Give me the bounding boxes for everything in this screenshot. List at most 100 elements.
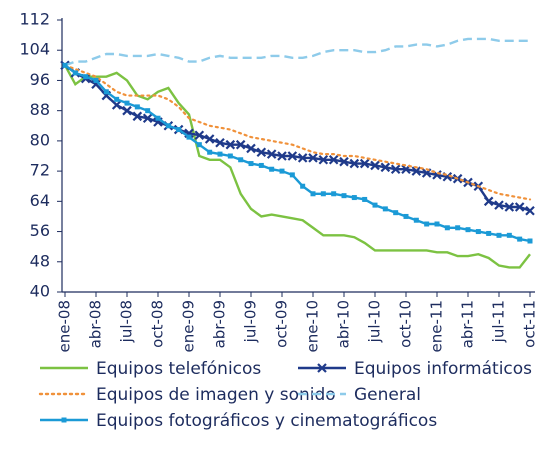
marker bbox=[362, 196, 368, 202]
marker bbox=[483, 196, 494, 207]
marker bbox=[277, 151, 287, 161]
marker bbox=[370, 160, 380, 171]
marker bbox=[506, 232, 512, 238]
x-tick-label: oct-08 bbox=[149, 300, 167, 348]
marker bbox=[62, 62, 68, 68]
marker bbox=[413, 217, 419, 223]
x-tick-label: oct-10 bbox=[397, 300, 415, 348]
marker bbox=[339, 156, 349, 167]
marker bbox=[424, 221, 430, 227]
marker bbox=[351, 195, 357, 201]
marker bbox=[390, 164, 401, 174]
marker bbox=[297, 153, 308, 163]
marker bbox=[122, 105, 132, 116]
x-tick-label: jul-11 bbox=[490, 300, 508, 343]
marker bbox=[248, 161, 254, 167]
marker bbox=[111, 100, 122, 110]
marker bbox=[525, 206, 535, 216]
marker bbox=[328, 155, 339, 165]
marker bbox=[494, 200, 504, 210]
x-tick-label: oct-09 bbox=[273, 300, 291, 348]
y-tick-label: 88 bbox=[30, 100, 50, 119]
x-tick-label: ene-10 bbox=[304, 300, 322, 352]
marker bbox=[194, 130, 205, 140]
legend-marker bbox=[317, 363, 327, 373]
y-tick-label: 40 bbox=[30, 282, 50, 301]
marker bbox=[465, 227, 471, 233]
marker bbox=[204, 134, 215, 144]
marker bbox=[114, 96, 120, 102]
marker bbox=[269, 166, 275, 172]
marker bbox=[72, 70, 78, 76]
marker bbox=[434, 221, 440, 227]
marker bbox=[318, 155, 329, 165]
marker bbox=[279, 168, 285, 174]
x-tick-label: jul-10 bbox=[366, 300, 384, 343]
y-tick-label: 104 bbox=[19, 40, 50, 59]
legend-label: General bbox=[354, 385, 421, 405]
marker bbox=[287, 151, 298, 161]
y-tick-label: 48 bbox=[30, 251, 50, 270]
x-tick-label: abr-09 bbox=[211, 300, 229, 348]
series-line bbox=[64, 64, 531, 243]
marker bbox=[349, 158, 360, 169]
marker bbox=[455, 225, 461, 231]
marker bbox=[486, 230, 492, 236]
x-tick-label: oct-11 bbox=[521, 300, 539, 348]
marker bbox=[300, 183, 306, 189]
series-line bbox=[63, 64, 531, 269]
marker bbox=[382, 206, 388, 212]
marker bbox=[91, 79, 101, 90]
marker bbox=[380, 162, 391, 173]
marker bbox=[246, 143, 256, 154]
marker bbox=[496, 232, 502, 238]
x-tick-label: abr-08 bbox=[87, 300, 105, 348]
marker bbox=[308, 153, 318, 163]
x-tick-label: jul-09 bbox=[242, 300, 260, 343]
marker bbox=[186, 134, 192, 140]
marker bbox=[444, 225, 450, 231]
y-tick-label: 96 bbox=[30, 70, 50, 89]
marker bbox=[341, 193, 347, 199]
legend-label: Equipos fotográficos y cinematográficos bbox=[96, 411, 437, 431]
y-tick-label: 56 bbox=[30, 221, 50, 240]
marker bbox=[527, 238, 533, 244]
marker bbox=[320, 191, 326, 197]
marker bbox=[145, 108, 151, 114]
x-tick-label: ene-08 bbox=[56, 300, 74, 352]
marker bbox=[475, 229, 481, 235]
marker bbox=[393, 210, 399, 216]
y-tick-label: 80 bbox=[30, 130, 50, 149]
marker bbox=[256, 147, 267, 157]
x-tick-label: jul-08 bbox=[118, 300, 136, 343]
series-line bbox=[63, 64, 532, 201]
y-tick-label: 72 bbox=[30, 161, 50, 180]
marker bbox=[103, 89, 109, 95]
marker bbox=[266, 149, 277, 159]
y-tick-label: 64 bbox=[30, 191, 50, 210]
x-tick-label: abr-11 bbox=[459, 300, 477, 348]
legend-marker bbox=[61, 417, 67, 423]
marker bbox=[372, 202, 378, 208]
marker bbox=[504, 202, 515, 212]
marker bbox=[215, 138, 225, 148]
marker bbox=[225, 139, 236, 150]
series-line bbox=[64, 37, 530, 67]
marker bbox=[155, 115, 161, 121]
marker bbox=[217, 151, 223, 157]
marker bbox=[310, 191, 316, 197]
y-tick-label: 112 bbox=[19, 10, 50, 29]
marker bbox=[359, 158, 370, 169]
series-line bbox=[64, 64, 531, 212]
marker bbox=[134, 104, 140, 110]
marker bbox=[517, 236, 523, 242]
x-tick-label: abr-10 bbox=[335, 300, 353, 348]
marker bbox=[83, 74, 89, 80]
marker bbox=[207, 149, 213, 155]
legend-label: Equipos telefónicos bbox=[96, 359, 261, 379]
marker bbox=[514, 202, 525, 212]
legend-label: Equipos de imagen y sonido bbox=[96, 385, 336, 405]
marker bbox=[289, 172, 295, 178]
x-tick-label: ene-11 bbox=[428, 300, 446, 352]
